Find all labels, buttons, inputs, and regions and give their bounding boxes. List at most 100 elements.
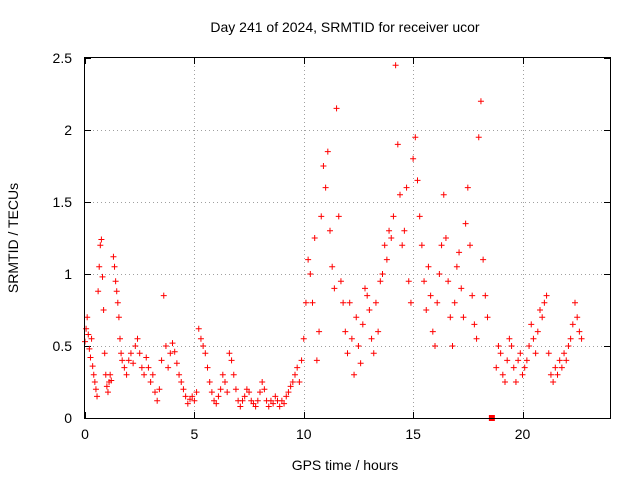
data-point (313, 357, 320, 364)
data-point (539, 314, 546, 321)
data-point (167, 350, 174, 357)
data-point (337, 278, 344, 285)
data-point (85, 331, 92, 338)
y-tick-label: 1.5 (53, 194, 73, 210)
data-point (471, 321, 478, 328)
data-point (143, 354, 150, 361)
data-point (118, 350, 125, 357)
data-point (136, 350, 143, 357)
data-point (141, 371, 148, 378)
data-point (178, 379, 185, 385)
data-point (521, 364, 528, 371)
data-point (98, 236, 105, 243)
data-point (484, 314, 491, 321)
data-point (305, 256, 312, 263)
data-point (100, 307, 107, 313)
data-point (285, 389, 292, 396)
data-point (123, 371, 130, 378)
data-point (307, 271, 314, 277)
data-point (355, 343, 362, 349)
data-point (322, 184, 329, 191)
data-point (89, 363, 96, 370)
data-point (265, 403, 272, 410)
data-point (519, 371, 526, 378)
data-point (558, 364, 565, 371)
data-point (270, 400, 277, 407)
data-point (554, 371, 561, 378)
axis-ticks: 0 5 10 15 20 0 0.5 1 1.5 2 2.5 (53, 50, 610, 442)
data-point (390, 213, 397, 220)
data-point (407, 299, 414, 306)
data-point (162, 343, 169, 349)
data-point (88, 335, 95, 342)
data-point (534, 328, 541, 335)
y-tick-label: 0 (64, 410, 72, 426)
data-point (182, 393, 189, 400)
data-point (206, 379, 213, 385)
data-point (497, 350, 504, 357)
data-point (300, 335, 307, 342)
data-point (473, 335, 480, 342)
data-point (462, 220, 469, 227)
data-point (366, 307, 373, 313)
data-point (84, 314, 91, 321)
data-point (246, 389, 253, 396)
data-point (394, 141, 401, 148)
data-point (160, 292, 167, 299)
data-point (510, 364, 517, 371)
data-point (333, 105, 340, 112)
x-tick-label: 5 (190, 426, 198, 442)
data-point (311, 235, 318, 241)
data-point (147, 379, 154, 385)
data-point (368, 335, 375, 342)
data-point (456, 249, 463, 256)
data-point (169, 340, 176, 347)
data-point (296, 379, 303, 385)
data-point (103, 383, 110, 390)
data-point (292, 371, 298, 378)
data-point (156, 386, 163, 393)
data-point (372, 299, 379, 306)
data-point (550, 379, 557, 385)
data-point (217, 386, 224, 393)
data-point (464, 184, 471, 191)
data-point (499, 371, 506, 378)
y-tick-label: 2 (64, 122, 72, 138)
data-point (379, 271, 386, 277)
data-point (171, 348, 178, 355)
data-point (342, 328, 349, 335)
data-point (327, 227, 333, 234)
data-point (101, 350, 108, 357)
data-point (515, 357, 522, 364)
data-point (383, 256, 390, 263)
data-point (410, 155, 417, 162)
x-tick-label: 0 (81, 426, 89, 442)
data-point (475, 134, 482, 141)
data-point (377, 278, 384, 285)
data-point (158, 357, 165, 364)
data-point (200, 343, 207, 349)
data-point (94, 393, 101, 400)
data-point (449, 343, 456, 349)
data-point (418, 242, 425, 249)
data-point (237, 403, 244, 410)
data-point (121, 364, 128, 371)
data-point (563, 357, 570, 364)
data-point (130, 360, 137, 367)
data-point (427, 292, 434, 299)
data-point (113, 288, 120, 295)
data-point (561, 350, 568, 357)
data-point (432, 343, 438, 349)
data-point (197, 335, 204, 342)
data-point (447, 314, 454, 321)
data-point (254, 397, 261, 404)
data-point (117, 335, 123, 342)
data-point (176, 371, 183, 378)
data-point (97, 242, 104, 249)
data-point (302, 299, 309, 306)
data-point (572, 299, 578, 306)
x-tick-label: 20 (515, 426, 531, 442)
data-point (545, 350, 552, 357)
y-tick-label: 1 (64, 266, 72, 282)
